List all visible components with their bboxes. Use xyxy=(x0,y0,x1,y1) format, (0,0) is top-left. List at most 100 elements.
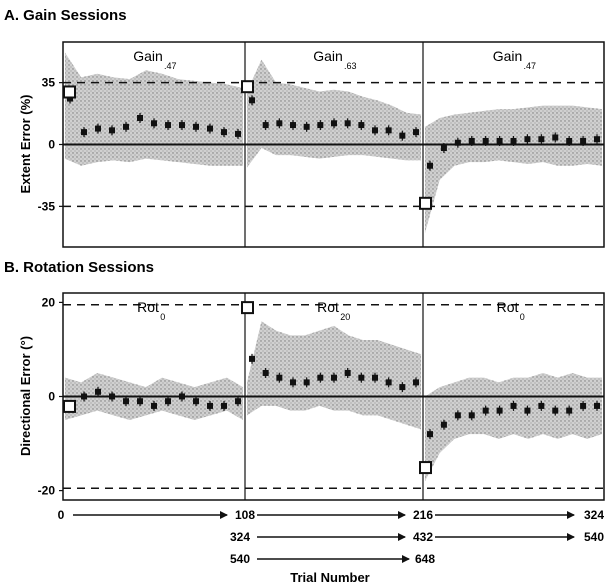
panel-b-ylabel: Directional Error (°) xyxy=(18,336,33,456)
y-tick-label-a-1: 35 xyxy=(42,76,56,90)
data-point-b-s2-3 xyxy=(276,374,283,381)
data-point-b-s3-13 xyxy=(594,402,600,409)
trial-number-axis: 0 108 216 324 324 432 540 540 648 xyxy=(58,508,605,566)
data-point-a-s3-12 xyxy=(580,137,587,144)
data-point-b-s2-11 xyxy=(385,379,392,386)
data-point-a-s2-13 xyxy=(413,129,419,136)
data-point-b-s2-6 xyxy=(317,374,324,381)
trial-label-row1-1: 0 xyxy=(58,508,65,522)
data-point-b-s1-7 xyxy=(151,402,157,409)
trial-label-row1-3: 216 xyxy=(413,508,433,522)
data-point-b-s1-8 xyxy=(165,398,171,405)
data-point-b-s3-4 xyxy=(468,412,475,419)
trial-label-row3-2: 648 xyxy=(415,552,435,566)
data-point-a-s2-7 xyxy=(331,120,337,127)
data-point-b-s2-4 xyxy=(290,379,296,386)
trial-label-row2-2: 432 xyxy=(413,530,433,544)
first-trial-square-b-2 xyxy=(241,301,254,315)
data-point-a-s2-4 xyxy=(290,122,296,129)
segment-sub-b-2: 20 xyxy=(340,312,350,322)
data-point-b-s2-5 xyxy=(303,379,310,386)
data-point-a-s1-8 xyxy=(165,122,171,129)
band-a-seg1 xyxy=(65,52,243,166)
y-tick-label-a-2: 0 xyxy=(48,138,55,152)
data-point-b-s1-13 xyxy=(235,398,241,405)
data-point-a-s3-3 xyxy=(454,139,461,146)
data-point-b-s2-10 xyxy=(372,374,378,381)
data-point-b-s2-9 xyxy=(358,374,365,381)
data-point-a-s1-12 xyxy=(221,129,227,136)
band-a-seg3 xyxy=(425,105,602,233)
data-point-a-s1-10 xyxy=(193,123,199,130)
data-point-a-s3-7 xyxy=(510,137,517,144)
panel-a-ylabel: Extent Error (%) xyxy=(18,95,33,194)
data-point-a-s1-13 xyxy=(235,130,241,137)
data-point-b-s1-5 xyxy=(123,398,129,405)
segment-sub-a-3: .47 xyxy=(524,61,537,71)
data-point-b-s1-2 xyxy=(81,393,87,400)
data-point-a-s1-11 xyxy=(207,125,213,132)
data-point-a-s1-4 xyxy=(109,127,115,134)
data-point-b-s3-11 xyxy=(566,407,573,414)
trial-label-row1-2: 108 xyxy=(235,508,255,522)
y-tick-label-b-2: 0 xyxy=(48,390,55,404)
data-point-b-s1-4 xyxy=(109,393,115,400)
data-point-a-s3-10 xyxy=(552,134,559,141)
data-point-a-s1-6 xyxy=(137,114,143,121)
data-point-a-s2-1 xyxy=(249,97,255,104)
first-trial-square-b-3 xyxy=(419,461,432,475)
y-tick-label-b-1: 20 xyxy=(42,295,56,309)
data-point-a-s2-5 xyxy=(303,123,310,130)
data-point-a-s1-2 xyxy=(81,129,87,136)
segment-label-b-1: Rot xyxy=(137,299,159,315)
data-point-b-s1-3 xyxy=(95,388,101,395)
segment-sub-a-2: .63 xyxy=(344,61,357,71)
trial-label-row2-1: 324 xyxy=(230,530,250,544)
segment-label-a-2: Gain xyxy=(313,48,343,64)
data-point-a-s3-1 xyxy=(427,162,433,169)
data-point-a-s1-1 xyxy=(67,95,73,102)
data-point-b-s3-1 xyxy=(427,431,433,438)
segment-sub-b-3: 0 xyxy=(520,312,525,322)
data-point-a-s2-9 xyxy=(358,122,365,129)
data-point-a-s3-4 xyxy=(468,137,475,144)
data-point-b-s3-5 xyxy=(482,407,489,414)
data-point-a-s3-8 xyxy=(524,136,531,143)
data-point-b-s2-13 xyxy=(413,379,419,386)
data-point-a-s3-11 xyxy=(566,137,573,144)
data-point-a-s1-3 xyxy=(95,125,101,132)
data-point-b-s3-8 xyxy=(524,407,531,414)
data-point-b-s3-2 xyxy=(440,421,447,428)
data-point-a-s1-7 xyxy=(151,120,157,127)
data-point-a-s2-3 xyxy=(276,120,283,127)
data-point-a-s3-5 xyxy=(482,137,489,144)
segment-sub-a-1: .47 xyxy=(164,61,177,71)
data-point-b-s3-3 xyxy=(454,412,461,419)
data-point-a-s2-6 xyxy=(317,122,324,129)
data-point-b-s2-12 xyxy=(399,384,406,391)
data-point-a-s1-5 xyxy=(123,123,129,130)
trial-label-row1-4: 324 xyxy=(584,508,604,522)
data-point-b-s3-9 xyxy=(538,402,545,409)
data-point-a-s2-8 xyxy=(344,120,351,127)
data-point-a-s3-13 xyxy=(594,136,600,143)
band-a-seg2 xyxy=(247,59,421,168)
first-trial-square-a-2 xyxy=(241,80,254,94)
first-trial-square-a-3 xyxy=(419,196,432,210)
data-point-a-s2-2 xyxy=(262,122,269,129)
data-point-b-s3-7 xyxy=(510,402,517,409)
data-point-b-s1-11 xyxy=(207,402,213,409)
segment-label-a-1: Gain xyxy=(133,48,163,64)
data-point-a-s3-9 xyxy=(538,136,545,143)
y-tick-label-a-3: -35 xyxy=(38,199,56,213)
data-point-b-s2-1 xyxy=(249,355,255,362)
trial-label-row2-3: 540 xyxy=(584,530,604,544)
trial-label-row3-1: 540 xyxy=(230,552,250,566)
data-point-a-s2-12 xyxy=(399,132,406,139)
data-point-b-s1-6 xyxy=(137,398,143,405)
data-point-b-s3-10 xyxy=(552,407,559,414)
data-point-b-s1-9 xyxy=(179,393,185,400)
